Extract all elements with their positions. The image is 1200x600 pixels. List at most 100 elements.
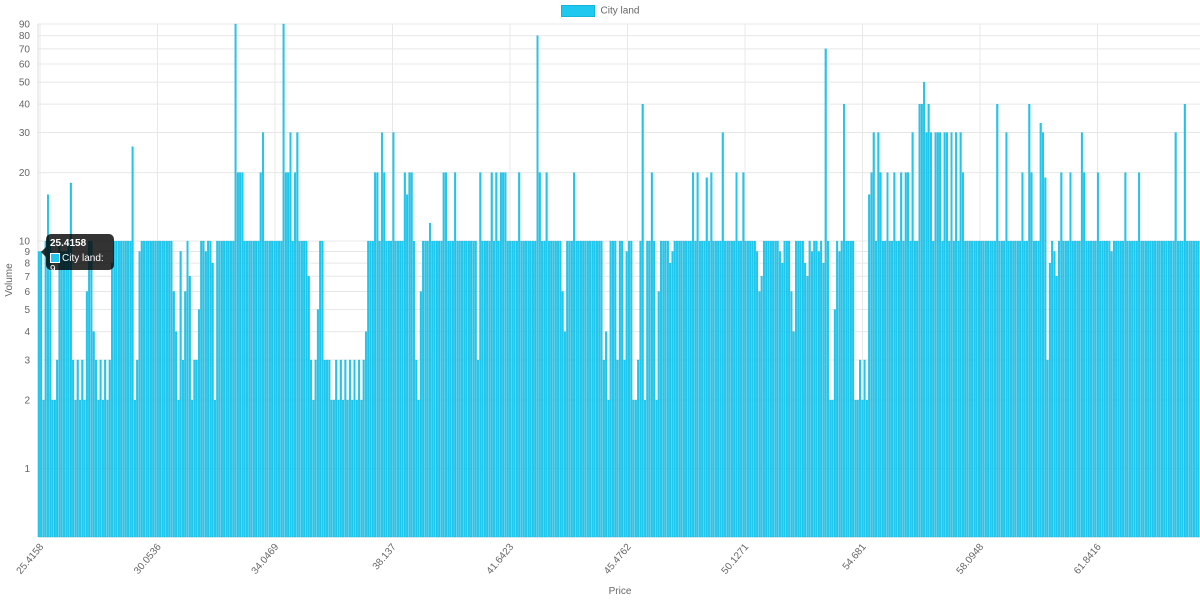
bar[interactable]: [60, 251, 63, 538]
bar[interactable]: [364, 331, 367, 538]
bar[interactable]: [342, 399, 345, 538]
bar[interactable]: [820, 240, 823, 538]
bar[interactable]: [1023, 240, 1026, 538]
bar[interactable]: [271, 240, 274, 538]
bar[interactable]: [859, 359, 862, 538]
bar[interactable]: [783, 240, 786, 538]
bar[interactable]: [573, 172, 576, 538]
bar[interactable]: [676, 240, 679, 538]
bar[interactable]: [264, 240, 267, 538]
bar[interactable]: [1090, 240, 1093, 538]
bar[interactable]: [387, 240, 390, 538]
bar[interactable]: [735, 172, 738, 538]
bar[interactable]: [56, 359, 59, 538]
bar[interactable]: [497, 240, 500, 538]
bar[interactable]: [1094, 240, 1097, 538]
bar[interactable]: [838, 251, 841, 538]
bar[interactable]: [184, 291, 187, 538]
bar[interactable]: [584, 240, 587, 538]
bar[interactable]: [678, 240, 681, 538]
bar[interactable]: [202, 240, 205, 538]
bar[interactable]: [602, 359, 605, 538]
bar[interactable]: [353, 359, 356, 538]
bar[interactable]: [440, 240, 443, 538]
bar[interactable]: [907, 172, 910, 538]
bar[interactable]: [348, 359, 351, 538]
bar[interactable]: [76, 359, 79, 538]
bar[interactable]: [895, 240, 898, 538]
bar[interactable]: [266, 240, 269, 538]
bar[interactable]: [557, 240, 560, 538]
bar[interactable]: [964, 240, 967, 538]
bar[interactable]: [1055, 276, 1058, 538]
bar[interactable]: [790, 291, 793, 538]
bar[interactable]: [245, 240, 248, 538]
bar[interactable]: [1147, 240, 1150, 538]
bar[interactable]: [566, 240, 569, 538]
bar[interactable]: [893, 172, 896, 538]
bar[interactable]: [252, 240, 255, 538]
bar[interactable]: [140, 240, 143, 538]
bar[interactable]: [165, 240, 168, 538]
bar[interactable]: [145, 240, 148, 538]
bar[interactable]: [982, 240, 985, 538]
bar[interactable]: [1108, 240, 1111, 538]
bar[interactable]: [701, 240, 704, 538]
bar[interactable]: [822, 262, 825, 538]
bar[interactable]: [925, 132, 928, 538]
bar[interactable]: [730, 240, 733, 538]
bar[interactable]: [259, 172, 262, 538]
bar[interactable]: [90, 240, 93, 538]
bar[interactable]: [1037, 240, 1040, 538]
bar[interactable]: [300, 240, 303, 538]
bar[interactable]: [552, 240, 555, 538]
bar[interactable]: [257, 240, 260, 538]
bar[interactable]: [207, 240, 210, 538]
bar[interactable]: [321, 240, 324, 538]
bar[interactable]: [179, 251, 182, 538]
bar[interactable]: [83, 399, 86, 538]
bar[interactable]: [897, 240, 900, 538]
bar[interactable]: [712, 240, 715, 538]
bar[interactable]: [570, 240, 573, 538]
bar[interactable]: [1170, 240, 1173, 538]
bar[interactable]: [495, 172, 498, 538]
bar[interactable]: [472, 240, 475, 538]
bar[interactable]: [310, 359, 313, 538]
bar[interactable]: [531, 240, 534, 538]
bar[interactable]: [426, 240, 429, 538]
bar[interactable]: [909, 240, 912, 538]
bar[interactable]: [1176, 240, 1179, 538]
bar[interactable]: [1053, 251, 1056, 538]
bar[interactable]: [1117, 240, 1120, 538]
bar[interactable]: [509, 240, 512, 538]
bar[interactable]: [399, 240, 402, 538]
bar[interactable]: [968, 240, 971, 538]
bar[interactable]: [1078, 240, 1081, 538]
bar[interactable]: [177, 399, 180, 538]
bar[interactable]: [644, 399, 646, 538]
bar[interactable]: [589, 240, 592, 538]
bar[interactable]: [961, 172, 964, 538]
bar[interactable]: [760, 276, 763, 538]
bar[interactable]: [362, 359, 365, 538]
bar[interactable]: [374, 172, 377, 538]
bar[interactable]: [490, 172, 493, 538]
bar[interactable]: [660, 240, 663, 538]
bar[interactable]: [344, 359, 347, 538]
bar[interactable]: [419, 291, 422, 538]
bar[interactable]: [511, 240, 514, 538]
bar[interactable]: [40, 251, 43, 538]
bar[interactable]: [79, 399, 82, 538]
bar[interactable]: [289, 132, 292, 538]
bar[interactable]: [284, 172, 287, 538]
bar[interactable]: [454, 172, 457, 538]
bar[interactable]: [987, 240, 990, 538]
bar[interactable]: [1197, 240, 1200, 538]
bar[interactable]: [408, 172, 411, 538]
bar[interactable]: [461, 240, 464, 538]
bar[interactable]: [307, 276, 310, 538]
bar[interactable]: [154, 240, 157, 538]
bar[interactable]: [1067, 240, 1070, 538]
bar[interactable]: [881, 240, 884, 538]
